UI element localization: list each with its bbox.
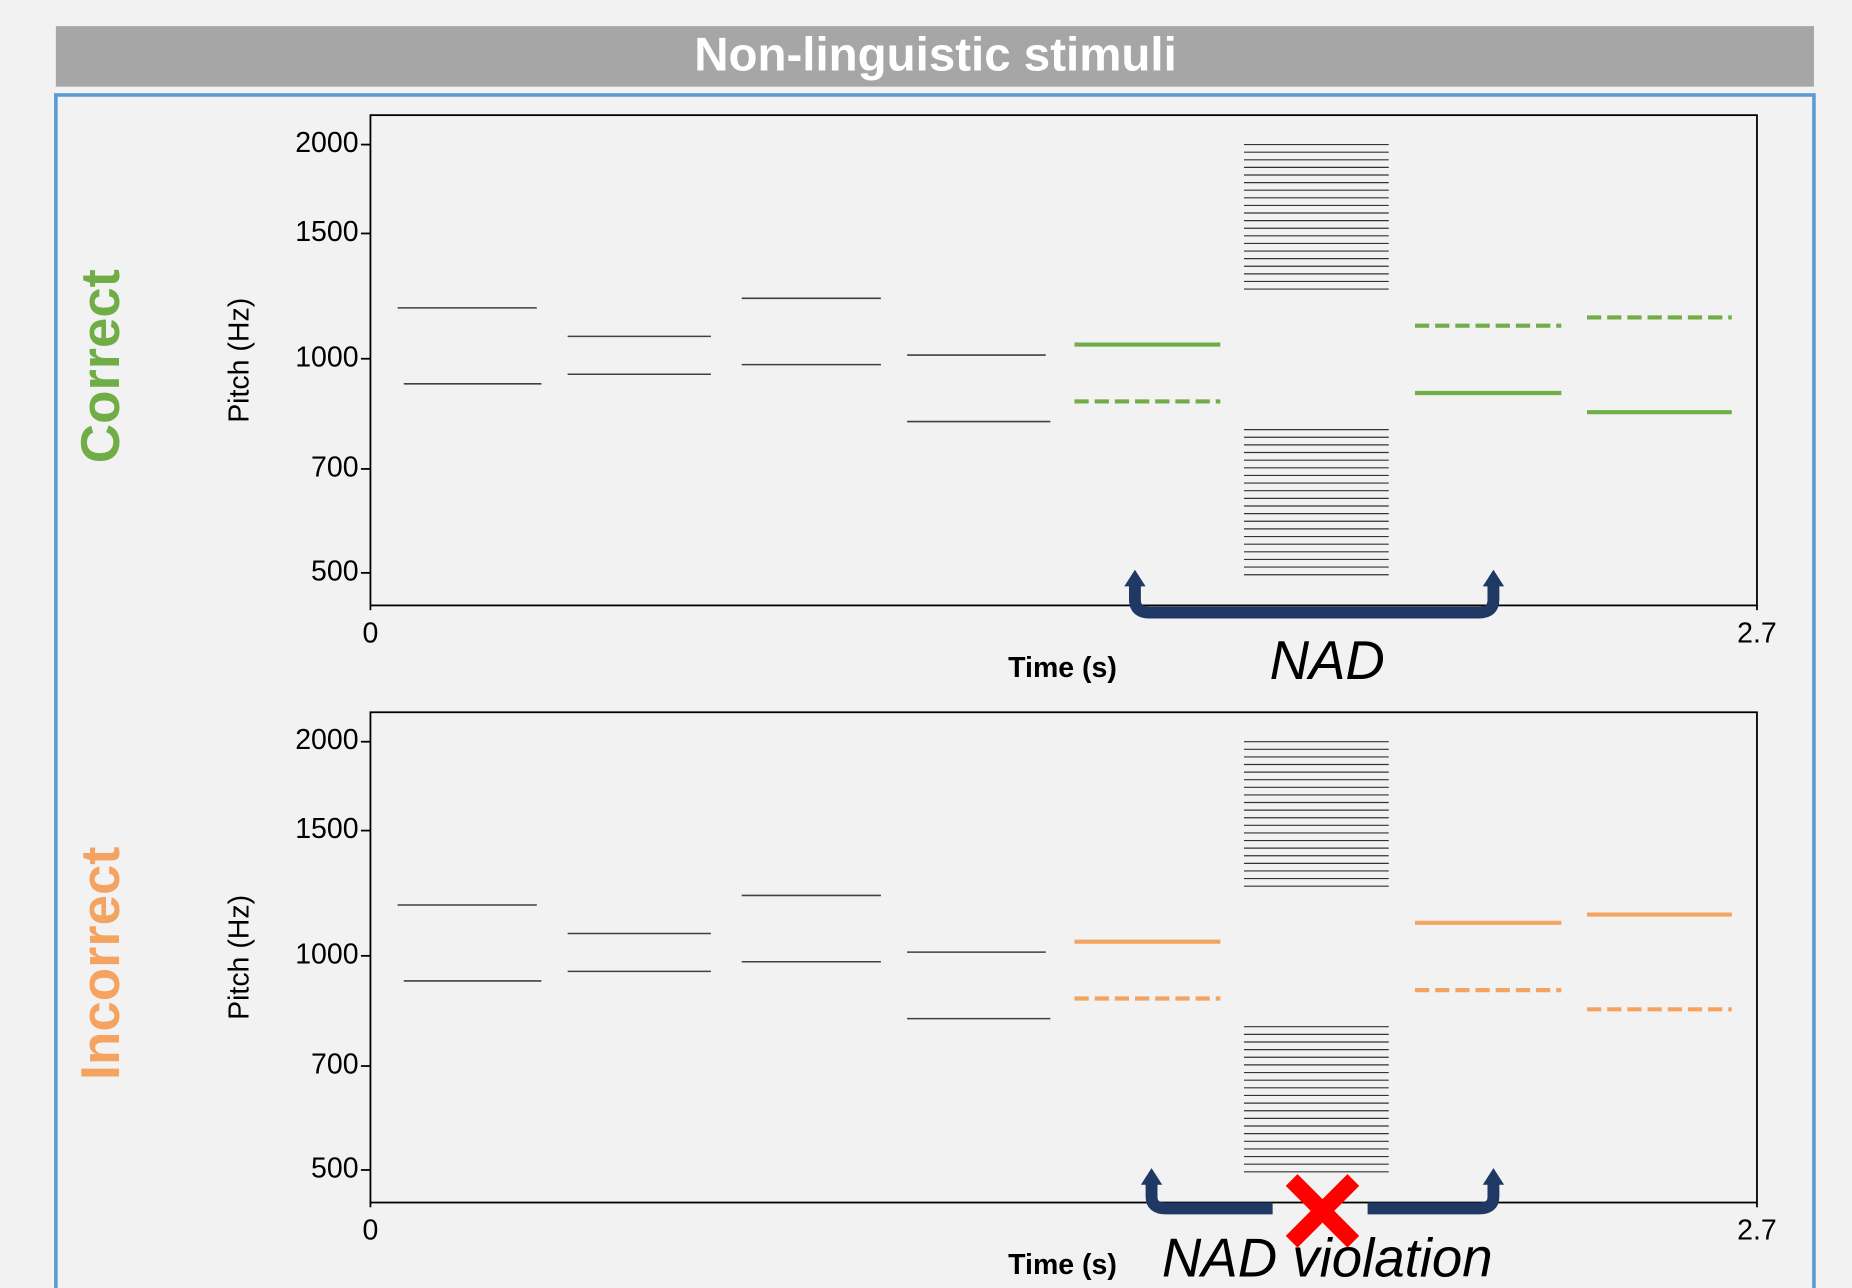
annotation: NAD: [1270, 630, 1385, 691]
y-tick-label: 500: [311, 555, 359, 587]
y-tick-label: 1000: [295, 341, 358, 373]
title-bar: [55, 26, 1814, 87]
frame: [54, 93, 1816, 1288]
side-label: Incorrect: [70, 847, 131, 1081]
nad-bracket: [1128, 584, 1500, 619]
red-cross: [1285, 1174, 1360, 1248]
arrowhead: [1482, 569, 1505, 587]
arrowhead: [1140, 1168, 1163, 1185]
plot-frame: [369, 711, 1758, 1204]
x-tick-label: 2.7: [1737, 1215, 1777, 1247]
y-tick-label: 1000: [295, 938, 358, 970]
title: Non-linguistic stimuli: [694, 29, 1177, 82]
y-tick-label: 500: [311, 1153, 359, 1185]
x-tick-label: 0: [363, 1215, 379, 1247]
y-tick-label: 1500: [295, 813, 358, 845]
y-axis-label: Pitch (Hz): [224, 298, 256, 423]
y-axis-label: Pitch (Hz): [224, 895, 256, 1020]
arrowhead: [1124, 569, 1146, 587]
violation-bracket: [1145, 1183, 1500, 1215]
arrowhead: [1482, 1168, 1505, 1185]
x-tick-label: 2.7: [1737, 618, 1777, 650]
y-tick-label: 700: [311, 1049, 359, 1081]
x-tick-label: 0: [363, 618, 379, 650]
x-axis-label: Time (s): [1008, 1249, 1117, 1281]
y-tick-label: 2000: [295, 724, 358, 756]
x-axis-label: Time (s): [1008, 652, 1117, 684]
side-label: Correct: [70, 269, 131, 463]
y-tick-label: 1500: [295, 216, 358, 248]
plot-frame: [369, 114, 1758, 607]
y-tick-label: 700: [311, 451, 359, 483]
y-tick-label: 2000: [295, 127, 358, 159]
annotation: NAD violation: [1162, 1227, 1493, 1288]
